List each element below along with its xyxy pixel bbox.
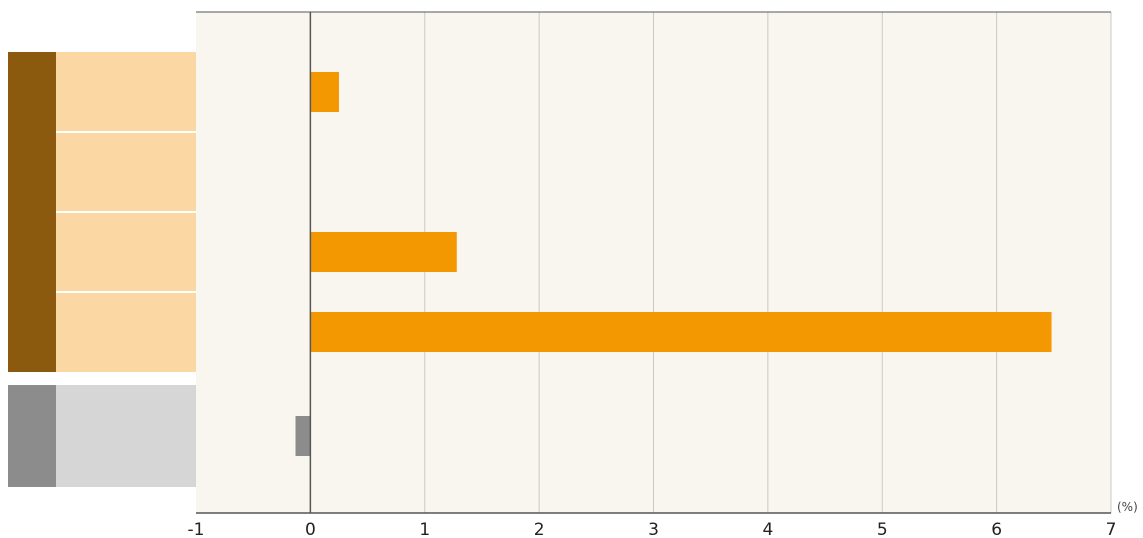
x-tick-label: 7 (1106, 520, 1117, 538)
x-tick-label: 5 (877, 520, 888, 538)
bar-3 (310, 312, 1052, 352)
unit-label: (%) (1117, 500, 1138, 514)
x-tick-label: 0 (305, 520, 316, 538)
x-tick-label: 2 (534, 520, 545, 538)
x-tick-label: 6 (991, 520, 1002, 538)
x-tick-label: 4 (762, 520, 773, 538)
bar-2 (310, 232, 457, 272)
bar-0 (310, 72, 339, 112)
bar-4 (295, 416, 311, 456)
group-label-bg-1 (56, 385, 196, 487)
x-tick-label: 1 (419, 520, 430, 538)
group-strip-1 (8, 385, 56, 487)
group-strip-0 (8, 52, 56, 372)
x-tick-label: -1 (188, 520, 205, 538)
x-tick-label: 3 (648, 520, 659, 538)
